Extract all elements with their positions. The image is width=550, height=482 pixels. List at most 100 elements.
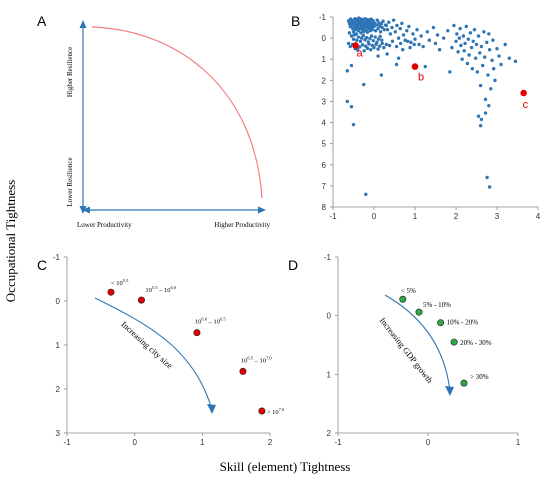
panel-b-point	[384, 42, 388, 47]
panel-b-point	[483, 111, 488, 115]
panel-d-point	[460, 379, 468, 387]
panel-b-point	[362, 82, 366, 87]
panel-b-point	[376, 47, 380, 51]
panel-b-highlight-label: c	[523, 99, 529, 111]
panel-b-point	[457, 36, 461, 40]
panel-b-point	[455, 32, 459, 36]
panel-b-point	[349, 105, 354, 109]
panel-d-x-tick-label: 1	[516, 438, 521, 447]
panel-b-point	[408, 45, 412, 50]
x-axis-title: Skill (element) Tightness	[220, 459, 351, 474]
panel-b-point	[355, 38, 359, 42]
panel-b-point	[419, 34, 423, 38]
panel-b-point	[476, 114, 481, 118]
panel-b-point	[401, 33, 406, 37]
panel-c-y-tick-label: -1	[53, 253, 61, 262]
panel-d-point-label: 20% - 30%	[460, 339, 492, 347]
panel-b-point	[417, 42, 421, 47]
panel-b-point	[461, 34, 466, 38]
panel-b-point	[364, 192, 368, 197]
panel-b-y-tick-label: 1	[322, 55, 327, 64]
panel-b-point	[352, 33, 357, 37]
panel-b-point	[373, 35, 377, 39]
panel-b-point	[476, 34, 481, 38]
panel-b-highlight-c	[520, 89, 527, 97]
panel-c-point	[258, 407, 266, 415]
panel-a-letter: A	[37, 13, 47, 29]
panel-a-y-arrow-top	[79, 20, 87, 28]
panel-c-x-tick-label: 1	[200, 438, 205, 447]
panel-c-trend-arrowhead	[207, 404, 216, 414]
panel-b-point	[485, 40, 489, 45]
panel-b-point	[483, 97, 488, 102]
panel-b-point	[480, 63, 485, 68]
panel-c-point	[137, 296, 145, 304]
panel-b-point	[387, 43, 392, 48]
panel-b-point	[479, 44, 484, 49]
panel-b-point	[435, 33, 440, 37]
panel-b-point	[379, 22, 384, 26]
panel-b-point	[465, 61, 470, 66]
panel-b-point	[499, 62, 503, 67]
panel-b-point	[412, 42, 416, 47]
panel-b-point	[507, 56, 511, 60]
panel-b-point	[369, 48, 373, 52]
panel-b-y-tick-label: 5	[322, 140, 327, 149]
panel-b-point	[450, 45, 454, 50]
panel-b-x-tick-label: 4	[536, 212, 541, 221]
panel-d-x-tick-label: -1	[334, 438, 342, 447]
panel-b-point	[469, 45, 474, 50]
panel-a: Higher Resilience Lower Resilience Lower…	[66, 20, 270, 229]
panel-b-x-tick-label: -1	[329, 212, 337, 221]
panel-b-point	[362, 49, 366, 53]
panel-b-point	[464, 24, 468, 29]
panel-d-trend-label: Increasing GDP growth	[378, 315, 436, 385]
panel-c-point-label: > 107.0	[267, 407, 285, 416]
panel-b-point	[483, 55, 487, 59]
panel-b-point	[456, 50, 460, 54]
panel-b-point	[368, 36, 372, 41]
panel-b-point	[371, 38, 375, 43]
panel-b-point	[374, 23, 379, 27]
panel-b-point	[376, 37, 381, 41]
panel-b-point	[437, 48, 442, 52]
panel-b-point	[491, 38, 495, 42]
panel-b-point	[380, 38, 384, 42]
panel-b-point	[387, 20, 391, 24]
panel-b-highlight-b	[411, 63, 419, 70]
panel-b-y-tick-label: 6	[322, 161, 327, 170]
panel-b-point	[459, 43, 463, 48]
panel-b-x-tick-label: 3	[495, 212, 500, 221]
panel-b-point	[380, 41, 384, 46]
panel-b-point	[350, 26, 355, 31]
panel-b-point	[385, 52, 389, 56]
panel-c-y-tick-label: 2	[56, 385, 61, 394]
panel-b-y-tick-label: 4	[322, 119, 327, 128]
panel-b-point	[471, 39, 475, 43]
panel-b-point	[472, 27, 477, 32]
panel-c-letter: C	[37, 257, 47, 273]
panel-b-point	[351, 30, 356, 34]
panel-b-point	[356, 35, 361, 39]
panel-b-point	[405, 39, 410, 43]
panel-b-point	[376, 26, 380, 31]
panel-b-point	[375, 18, 379, 22]
panel-b-point	[415, 27, 419, 32]
panel-b-point	[347, 31, 352, 35]
panel-b-point	[396, 56, 401, 60]
panel-b-point	[495, 46, 499, 51]
panel-b-point	[365, 46, 370, 50]
panel-b-point	[479, 117, 484, 122]
panel-c-y-tick-label: 0	[56, 297, 61, 306]
panel-b-point	[489, 87, 493, 91]
panel-b-point	[398, 41, 403, 46]
panel-c-point-label: 105.5 – 106.0	[145, 285, 177, 294]
panel-c-trend-arrow	[94, 297, 213, 411]
panel-b-point	[401, 48, 405, 52]
panel-b-point	[376, 54, 380, 58]
panel-a-higher-productivity: Higher Productivity	[214, 221, 270, 229]
panel-b-point	[487, 185, 492, 189]
panel-b-point	[353, 27, 358, 32]
panel-b-point	[487, 48, 492, 52]
